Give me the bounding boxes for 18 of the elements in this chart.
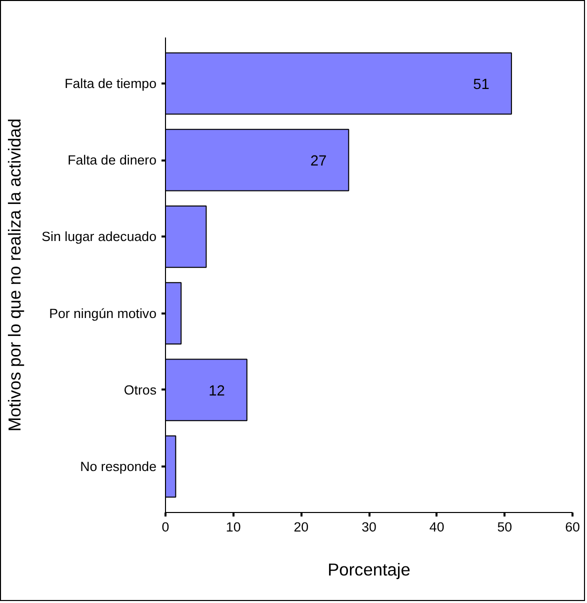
x-tick-label: 20	[294, 520, 309, 534]
y-tick-label: Falta de dinero	[68, 152, 157, 168]
y-tick-label: Otros	[124, 382, 157, 398]
data-label: 12	[208, 383, 225, 400]
y-axis-title: Motivos por lo que no realiza la actividad	[4, 118, 25, 432]
x-tick-label: 50	[497, 520, 512, 534]
x-tick-label: 0	[162, 520, 170, 534]
x-tick-label: 60	[565, 520, 580, 534]
x-tick-label: 30	[362, 520, 376, 534]
data-label: 27	[310, 154, 327, 170]
x-axis-title: Porcentaje	[328, 560, 410, 580]
y-tick-label: Falta de tiempo	[64, 76, 157, 91]
x-tick-label: 40	[429, 520, 444, 534]
y-tick-label: No responde	[80, 459, 157, 474]
y-tick-label: Sin lugar adecuado	[42, 229, 156, 244]
y-tick-label: Por ningún motivo	[49, 306, 157, 321]
data-label: 51	[473, 76, 490, 93]
x-tick-label: 10	[226, 520, 241, 534]
